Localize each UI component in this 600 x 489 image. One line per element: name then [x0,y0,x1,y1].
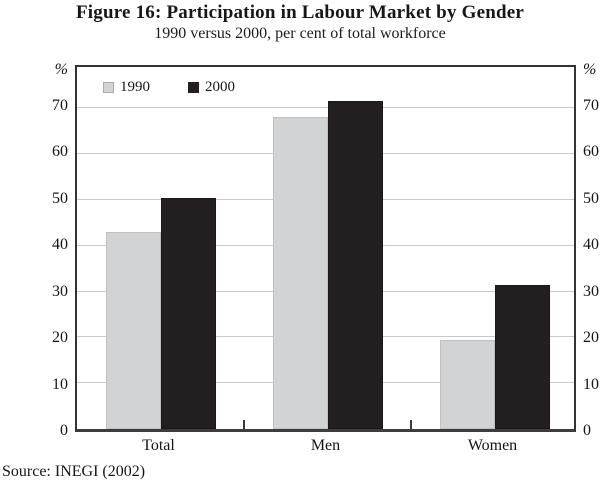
bar-2000-men [327,101,383,429]
legend-label-1990: 1990 [120,79,150,95]
plot-area: 1990 2000 [75,65,576,432]
y-tick-label-right-0: 0 [583,422,591,439]
y-axis-unit-right: % [583,61,597,78]
y-tick-label-right-70: 70 [583,96,599,114]
legend-item-1990: 1990 [103,79,150,96]
legend-swatch-2000 [188,82,199,93]
chart-subtitle: 1990 versus 2000, per cent of total work… [154,25,446,42]
y-tick-label-left-40: 40 [52,236,68,254]
chart-title: Figure 16: Participation in Labour Marke… [75,2,525,23]
source-note: Source: INEGI (2002) [2,463,146,480]
y-tick-label-left-20: 20 [52,329,68,347]
category-label-total: Total [142,437,175,454]
y-tick-label-right-50: 50 [583,189,599,207]
legend-label-2000: 2000 [205,79,235,95]
legend: 1990 2000 [103,79,235,96]
x-axis-boundary-tick [410,420,412,429]
category-label-men: Men [310,437,341,454]
legend-swatch-1990 [103,82,114,93]
bar-2000-total [160,197,216,429]
y-tick-label-left-50: 50 [52,189,68,207]
legend-item-2000: 2000 [188,79,235,96]
y-tick-label-left-0: 0 [60,422,68,439]
y-tick-label-right-30: 30 [583,282,599,300]
x-axis-boundary-tick [243,420,245,429]
y-axis-unit-left: % [54,61,68,78]
bar-1990-men [272,117,328,429]
bar-1990-women [439,339,495,429]
bar-1990-total [105,231,161,429]
bar-2000-women [494,284,550,429]
y-tick-label-left-30: 30 [52,282,68,300]
category-label-women: Women [467,437,518,454]
y-tick-label-right-10: 10 [583,375,599,393]
y-tick-label-left-60: 60 [52,143,68,161]
y-tick-label-right-60: 60 [583,143,599,161]
gridline-70 [77,107,574,109]
y-tick-label-left-70: 70 [52,96,68,114]
y-tick-label-left-10: 10 [52,375,68,393]
y-tick-label-right-40: 40 [583,236,599,254]
y-tick-label-right-20: 20 [583,329,599,347]
